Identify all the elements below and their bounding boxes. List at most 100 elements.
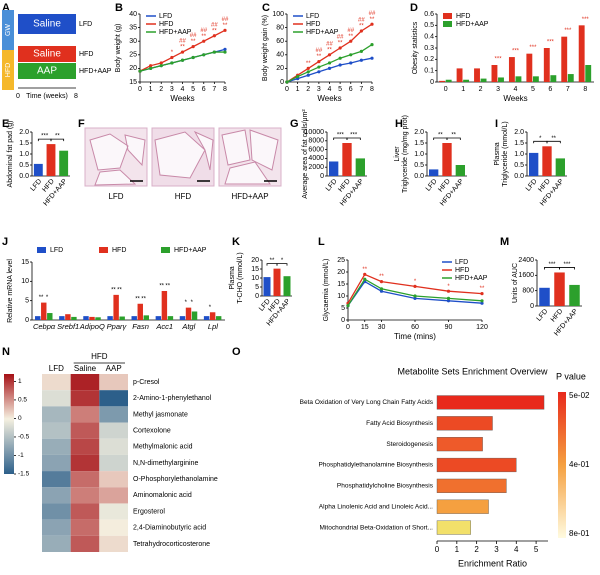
y-tick-label: 25 bbox=[129, 52, 137, 59]
y-tick-label: 0.2 bbox=[424, 56, 434, 63]
significance: * bbox=[191, 300, 194, 306]
heat-cell bbox=[70, 406, 100, 423]
data-point bbox=[363, 277, 367, 281]
significance: ** bbox=[370, 17, 375, 23]
legend-label: LFD bbox=[455, 259, 468, 266]
heat-cell bbox=[42, 503, 71, 520]
y-tick-label: 0.0 bbox=[514, 173, 524, 180]
significance: ** bbox=[111, 287, 116, 293]
data-point bbox=[446, 289, 451, 293]
x-tick-label: 1 bbox=[296, 86, 300, 93]
significance: *** bbox=[337, 133, 345, 139]
bar bbox=[33, 163, 43, 176]
x-tick-label: LFD bbox=[29, 178, 43, 193]
x-tick-label: LFD bbox=[425, 178, 439, 193]
bar bbox=[555, 158, 565, 176]
row-label: Aminomalonic acid bbox=[133, 492, 192, 499]
colorbar bbox=[558, 392, 566, 538]
significance-bracket bbox=[276, 263, 288, 266]
schematic-text: 0 bbox=[16, 93, 20, 100]
data-point bbox=[306, 66, 310, 70]
category-label: Phosphatidylcholine Biosynthesis bbox=[337, 483, 434, 490]
data-point bbox=[363, 272, 367, 276]
heat-cell bbox=[99, 519, 128, 536]
y-tick-label: 0.0 bbox=[19, 173, 29, 180]
bar bbox=[439, 80, 446, 82]
significance: ** bbox=[327, 47, 332, 53]
significance: ** bbox=[135, 296, 140, 302]
x-tick-label: 6 bbox=[202, 86, 206, 93]
legend-swatch bbox=[99, 247, 108, 253]
data-point bbox=[359, 49, 363, 54]
legend-swatch bbox=[161, 247, 170, 253]
bar bbox=[47, 313, 53, 320]
panel-label: L bbox=[318, 236, 325, 248]
colorbar-label: 4e-01 bbox=[569, 460, 590, 469]
data-point bbox=[327, 53, 332, 57]
x-tick-label: 60 bbox=[411, 324, 419, 331]
y-tick-label: 1.0 bbox=[514, 151, 524, 158]
significance-bracket bbox=[50, 138, 65, 142]
panel-label: A bbox=[2, 2, 10, 14]
bar bbox=[463, 79, 470, 82]
legend-swatch bbox=[37, 247, 46, 253]
heat-cell bbox=[99, 454, 128, 472]
panel-label: N bbox=[2, 346, 10, 358]
bar bbox=[95, 317, 101, 320]
y-tick-label: 0.3 bbox=[424, 45, 434, 52]
data-point bbox=[170, 55, 174, 60]
bar bbox=[480, 78, 487, 82]
legend-label: HFD+AAP bbox=[306, 29, 339, 36]
category-label: Mitochondrial Beta-Oxidation of Short... bbox=[320, 524, 434, 531]
schematic-text: Saline bbox=[33, 19, 61, 30]
y-tick-label: 0.0 bbox=[414, 173, 424, 180]
data-point bbox=[296, 74, 300, 79]
heat-cell bbox=[99, 406, 128, 423]
bar bbox=[113, 294, 119, 320]
y-axis-label: Triglyceride (mg/mg prot) bbox=[402, 115, 409, 193]
significance: ## bbox=[316, 48, 323, 54]
x-tick-label: Lpl bbox=[208, 322, 218, 331]
x-tick-label: 30 bbox=[378, 324, 386, 331]
y-tick-label: 20 bbox=[337, 269, 345, 276]
bar bbox=[498, 77, 504, 82]
heat-cell bbox=[70, 487, 100, 504]
significance: ** bbox=[451, 133, 456, 139]
bar bbox=[137, 303, 143, 320]
y-tick-label: 0.5 bbox=[514, 162, 524, 169]
data-point bbox=[413, 294, 417, 298]
y-axis-label: Obesity statistics bbox=[412, 21, 419, 74]
heat-cell bbox=[42, 519, 71, 536]
y-tick-label: 20 bbox=[251, 257, 259, 264]
heat-cell bbox=[42, 422, 71, 439]
x-tick-label: 2 bbox=[479, 86, 483, 93]
significance: ** bbox=[180, 45, 185, 51]
bar bbox=[107, 316, 113, 320]
significance: ## bbox=[358, 18, 365, 24]
y-tick-label: 0 bbox=[255, 293, 259, 300]
heat-cell bbox=[99, 438, 128, 455]
legend-swatch bbox=[443, 21, 452, 27]
significance: ** bbox=[117, 287, 122, 293]
significance: *** bbox=[564, 28, 572, 34]
y-axis-label: Body weight gain (%) bbox=[262, 15, 269, 81]
heat-cell bbox=[70, 390, 100, 407]
data-point bbox=[379, 289, 384, 293]
colorbar-label: 5e-02 bbox=[569, 391, 590, 400]
x-tick-label: 4 bbox=[514, 545, 519, 554]
bar bbox=[442, 143, 452, 176]
y-tick-label: 5 bbox=[25, 298, 29, 305]
x-tick-label: 3 bbox=[170, 86, 174, 93]
significance: ## bbox=[211, 22, 218, 28]
significance: ** bbox=[55, 134, 60, 140]
bar bbox=[209, 312, 216, 320]
image-label: LFD bbox=[108, 192, 123, 201]
legend-swatch bbox=[443, 13, 452, 19]
schematic-text: HFD+AAP bbox=[79, 68, 112, 75]
x-tick-label: LFD bbox=[325, 178, 339, 193]
significance: ## bbox=[337, 35, 344, 41]
bar bbox=[167, 316, 174, 320]
x-tick-label: 0 bbox=[285, 86, 289, 93]
y-axis-label: Relative mRNA level bbox=[7, 259, 14, 323]
y-tick-label: 40 bbox=[129, 11, 137, 18]
